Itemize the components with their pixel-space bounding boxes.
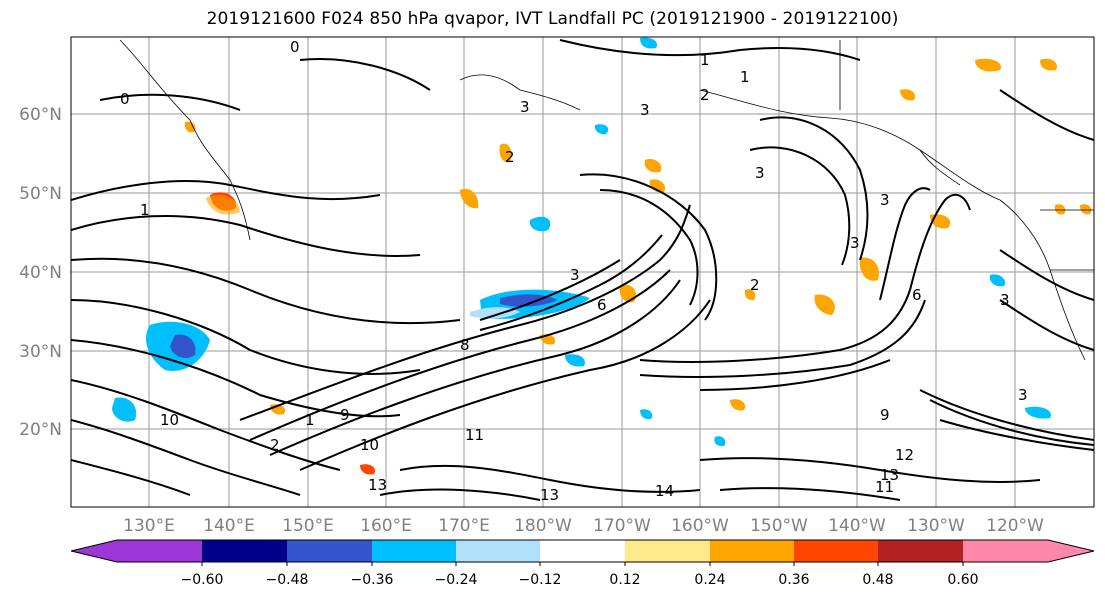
contour-label: 10	[360, 436, 379, 454]
colorbar-segment	[625, 540, 710, 562]
contour-label: 3	[570, 266, 580, 284]
contour-label: 12	[895, 446, 914, 464]
contour-label: 10	[160, 411, 179, 429]
lon-label: 130°E	[123, 516, 175, 536]
colorbar-tick-label: 0.12	[609, 572, 640, 588]
contour-label: 3	[850, 234, 860, 252]
contour-label: 1	[140, 201, 150, 219]
map-title: 2019121600 F024 850 hPa qvapor, IVT Land…	[206, 9, 899, 29]
colorbar-segment	[117, 540, 202, 562]
colorbar-segment	[878, 540, 963, 562]
contour-label: 3	[755, 164, 765, 182]
contour-label: 6	[912, 286, 922, 304]
contour-label: 11	[465, 426, 484, 444]
lon-label: 170°E	[438, 516, 490, 536]
contour-label: 1	[740, 68, 750, 86]
colorbar-tick-label: −0.36	[351, 572, 394, 588]
colorbar-tick-label: 0.36	[778, 572, 809, 588]
contour-label: 2	[750, 276, 760, 294]
colorbar-segment	[710, 540, 794, 562]
contour-label: 13	[368, 476, 387, 494]
contour-label: 3	[520, 98, 530, 116]
colorbar-extend-low	[71, 540, 117, 562]
lon-label: 160°W	[671, 516, 729, 536]
latitude-labels: 60°N 50°N 40°N 30°N 20°N	[19, 105, 62, 440]
lon-label: 160°E	[360, 516, 412, 536]
contour-label: 2	[700, 86, 710, 104]
contour-label: 0	[120, 90, 130, 108]
ivt-contours	[71, 39, 1094, 501]
colorbar-segment	[372, 540, 456, 562]
contour-label: 8	[460, 336, 470, 354]
contour-label: 3	[640, 101, 650, 119]
lat-label: 20°N	[19, 420, 62, 440]
graticule	[71, 37, 1094, 507]
contour-label: 2	[270, 436, 280, 454]
lat-label: 60°N	[19, 105, 62, 125]
contour-label: 3	[1000, 291, 1010, 309]
colorbar: −0.60 −0.48 −0.36 −0.24 −0.12 0.12 0.24 …	[70, 539, 1095, 588]
colorbar-segment	[794, 540, 878, 562]
contour-label: 11	[875, 478, 894, 496]
colorbar-tick-label: −0.24	[435, 572, 478, 588]
contour-label: 1	[700, 51, 710, 69]
contour-label: 13	[880, 466, 899, 484]
contour-label: 9	[880, 406, 890, 424]
longitude-labels: 130°E 140°E 150°E 160°E 170°E 180°W 170°…	[123, 516, 1044, 536]
colorbar-tick-label: −0.60	[181, 572, 224, 588]
colorbar-extend-high	[1048, 540, 1094, 562]
colorbar-tick-label: −0.48	[266, 572, 309, 588]
lon-label: 180°W	[514, 516, 572, 536]
lon-label: 170°W	[593, 516, 651, 536]
lat-label: 30°N	[19, 342, 62, 362]
map-frame	[70, 36, 1095, 508]
colorbar-tick-label: 0.60	[947, 572, 978, 588]
colorbar-tick-label: −0.12	[519, 572, 562, 588]
lon-label: 140°E	[203, 516, 255, 536]
lat-label: 50°N	[19, 184, 62, 204]
contour-label: 2	[505, 148, 515, 166]
contour-label: 0	[290, 38, 300, 56]
lon-label: 150°W	[750, 516, 808, 536]
lon-label: 130°W	[907, 516, 965, 536]
coastlines	[119, 39, 1094, 361]
lon-label: 120°W	[986, 516, 1044, 536]
contour-label: 9	[340, 406, 350, 424]
colorbar-segment	[202, 540, 287, 562]
contour-label: 3	[880, 191, 890, 209]
contour-label: 14	[655, 482, 674, 500]
contour-label: 13	[540, 486, 559, 504]
colorbar-tick-label: 0.48	[862, 572, 893, 588]
colorbar-segment	[540, 540, 625, 562]
contour-label: 6	[597, 296, 607, 314]
contour-label-group: 0 0 1 1 2 3 3 3 1 2 3 3 3 3 6 6 2 8 9 10…	[120, 38, 1028, 504]
colorbar-segment	[963, 540, 1048, 562]
colorbar-outline	[70, 539, 1095, 563]
lon-label: 140°W	[828, 516, 886, 536]
colorbar-segment	[287, 540, 372, 562]
colorbar-segment	[456, 540, 540, 562]
contour-label: 1	[305, 411, 315, 429]
lon-label: 150°E	[282, 516, 334, 536]
contour-label: 3	[1018, 386, 1028, 404]
lat-label: 40°N	[19, 263, 62, 283]
colorbar-tick-label: 0.24	[694, 572, 725, 588]
